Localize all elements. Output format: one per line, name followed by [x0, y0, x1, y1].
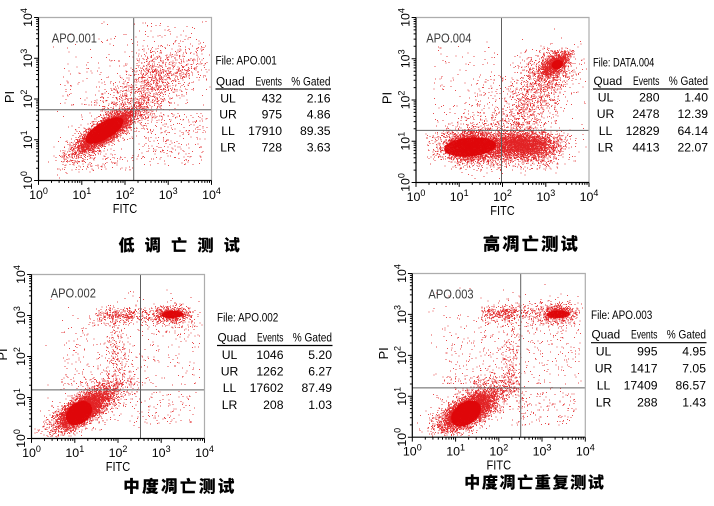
svg-text:87.49: 87.49: [302, 381, 333, 395]
svg-text:208: 208: [263, 398, 284, 412]
svg-text:995: 995: [637, 344, 658, 358]
svg-text:Events: Events: [631, 328, 658, 342]
svg-text:APO.004: APO.004: [426, 30, 471, 45]
svg-text:LR: LR: [598, 140, 614, 154]
svg-text:4413: 4413: [632, 140, 659, 154]
svg-text:PI: PI: [376, 347, 391, 359]
svg-text:LL: LL: [599, 124, 613, 138]
svg-text:1046: 1046: [256, 348, 283, 362]
svg-text:288: 288: [637, 395, 658, 409]
svg-text:4.95: 4.95: [682, 344, 706, 358]
svg-text:3.63: 3.63: [307, 141, 331, 155]
svg-text:UR: UR: [595, 361, 613, 375]
svg-text:FITC: FITC: [106, 459, 131, 474]
svg-text:728: 728: [262, 141, 283, 155]
svg-text:File: APO.002: File: APO.002: [217, 311, 278, 325]
svg-text:LR: LR: [222, 398, 238, 412]
svg-text:LL: LL: [221, 124, 235, 138]
svg-text:Quad: Quad: [594, 74, 623, 88]
svg-text:UL: UL: [222, 348, 238, 362]
svg-text:LL: LL: [597, 378, 611, 392]
svg-text:UR: UR: [219, 108, 237, 122]
svg-text:280: 280: [639, 91, 660, 105]
svg-text:LR: LR: [596, 395, 612, 409]
svg-text:86.57: 86.57: [676, 378, 707, 392]
svg-text:FITC: FITC: [490, 203, 515, 218]
svg-text:PI: PI: [2, 91, 17, 103]
svg-text:6.27: 6.27: [308, 365, 332, 379]
svg-text:975: 975: [262, 108, 283, 122]
svg-text:12829: 12829: [626, 124, 660, 138]
svg-text:Quad: Quad: [218, 330, 247, 344]
svg-text:LR: LR: [220, 141, 236, 155]
svg-text:% Gated: % Gated: [291, 74, 330, 88]
svg-text:% Gated: % Gated: [669, 74, 708, 88]
svg-text:APO.003: APO.003: [428, 286, 473, 301]
svg-text:UL: UL: [596, 344, 612, 358]
svg-text:Events: Events: [257, 330, 284, 344]
svg-text:UR: UR: [597, 107, 615, 121]
svg-text:17409: 17409: [624, 378, 658, 392]
svg-text:UL: UL: [598, 91, 614, 105]
svg-text:LL: LL: [223, 381, 237, 395]
svg-text:Events: Events: [633, 74, 660, 88]
svg-text:12.39: 12.39: [678, 107, 709, 121]
svg-text:Events: Events: [256, 74, 283, 88]
svg-text:% Gated: % Gated: [667, 328, 706, 342]
svg-text:UR: UR: [221, 365, 239, 379]
svg-text:FITC: FITC: [113, 201, 138, 216]
svg-text:Quad: Quad: [592, 328, 621, 342]
svg-text:2478: 2478: [632, 107, 659, 121]
svg-text:1417: 1417: [630, 361, 657, 375]
svg-text:FITC: FITC: [487, 458, 512, 473]
svg-text:1.40: 1.40: [684, 91, 708, 105]
svg-text:5.20: 5.20: [308, 348, 332, 362]
svg-text:PI: PI: [0, 348, 10, 360]
svg-text:1262: 1262: [256, 365, 283, 379]
svg-text:17910: 17910: [248, 124, 282, 138]
svg-text:APO.002: APO.002: [51, 286, 96, 301]
svg-text:432: 432: [262, 91, 283, 105]
svg-text:Quad: Quad: [216, 74, 245, 88]
svg-text:7.05: 7.05: [682, 361, 706, 375]
svg-text:PI: PI: [380, 92, 395, 104]
svg-text:17602: 17602: [250, 381, 284, 395]
svg-text:1.03: 1.03: [308, 398, 332, 412]
svg-text:APO.001: APO.001: [52, 31, 97, 46]
svg-text:UL: UL: [220, 91, 236, 105]
svg-text:% Gated: % Gated: [293, 330, 332, 344]
svg-text:64.14: 64.14: [678, 124, 709, 138]
svg-text:File: APO.003: File: APO.003: [591, 308, 652, 322]
svg-text:File: APO.001: File: APO.001: [216, 53, 277, 67]
svg-text:4.86: 4.86: [307, 108, 331, 122]
svg-text:File: DATA.004: File: DATA.004: [593, 55, 654, 69]
svg-text:2.16: 2.16: [307, 91, 331, 105]
svg-text:1.43: 1.43: [682, 395, 706, 409]
svg-text:89.35: 89.35: [300, 124, 331, 138]
svg-text:22.07: 22.07: [678, 140, 709, 154]
